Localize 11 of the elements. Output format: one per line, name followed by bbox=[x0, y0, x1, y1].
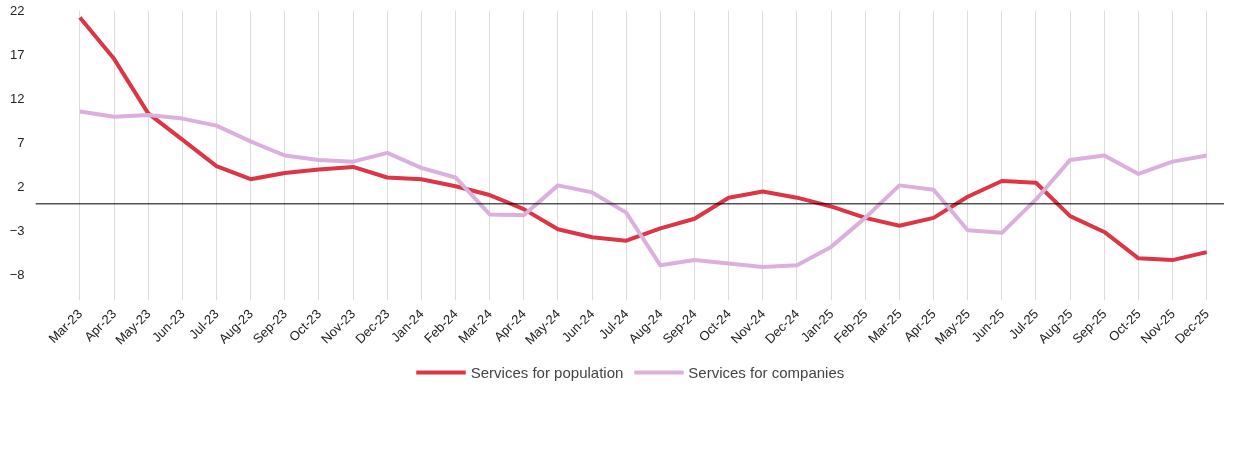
y-tick-label: 2 bbox=[17, 178, 25, 194]
legend-label: Services for population bbox=[470, 363, 624, 381]
legend-label: Services for companies bbox=[688, 363, 845, 381]
y-tick-label: 7 bbox=[17, 134, 25, 150]
line-series bbox=[77, 15, 1209, 263]
y-tick-label: −8 bbox=[9, 266, 25, 282]
y-tick-label: 12 bbox=[10, 90, 25, 106]
y-tick-label: −3 bbox=[9, 222, 25, 238]
y-tick-label: 17 bbox=[10, 46, 25, 62]
line-series bbox=[77, 109, 1209, 270]
y-tick-label: 22 bbox=[10, 3, 25, 18]
